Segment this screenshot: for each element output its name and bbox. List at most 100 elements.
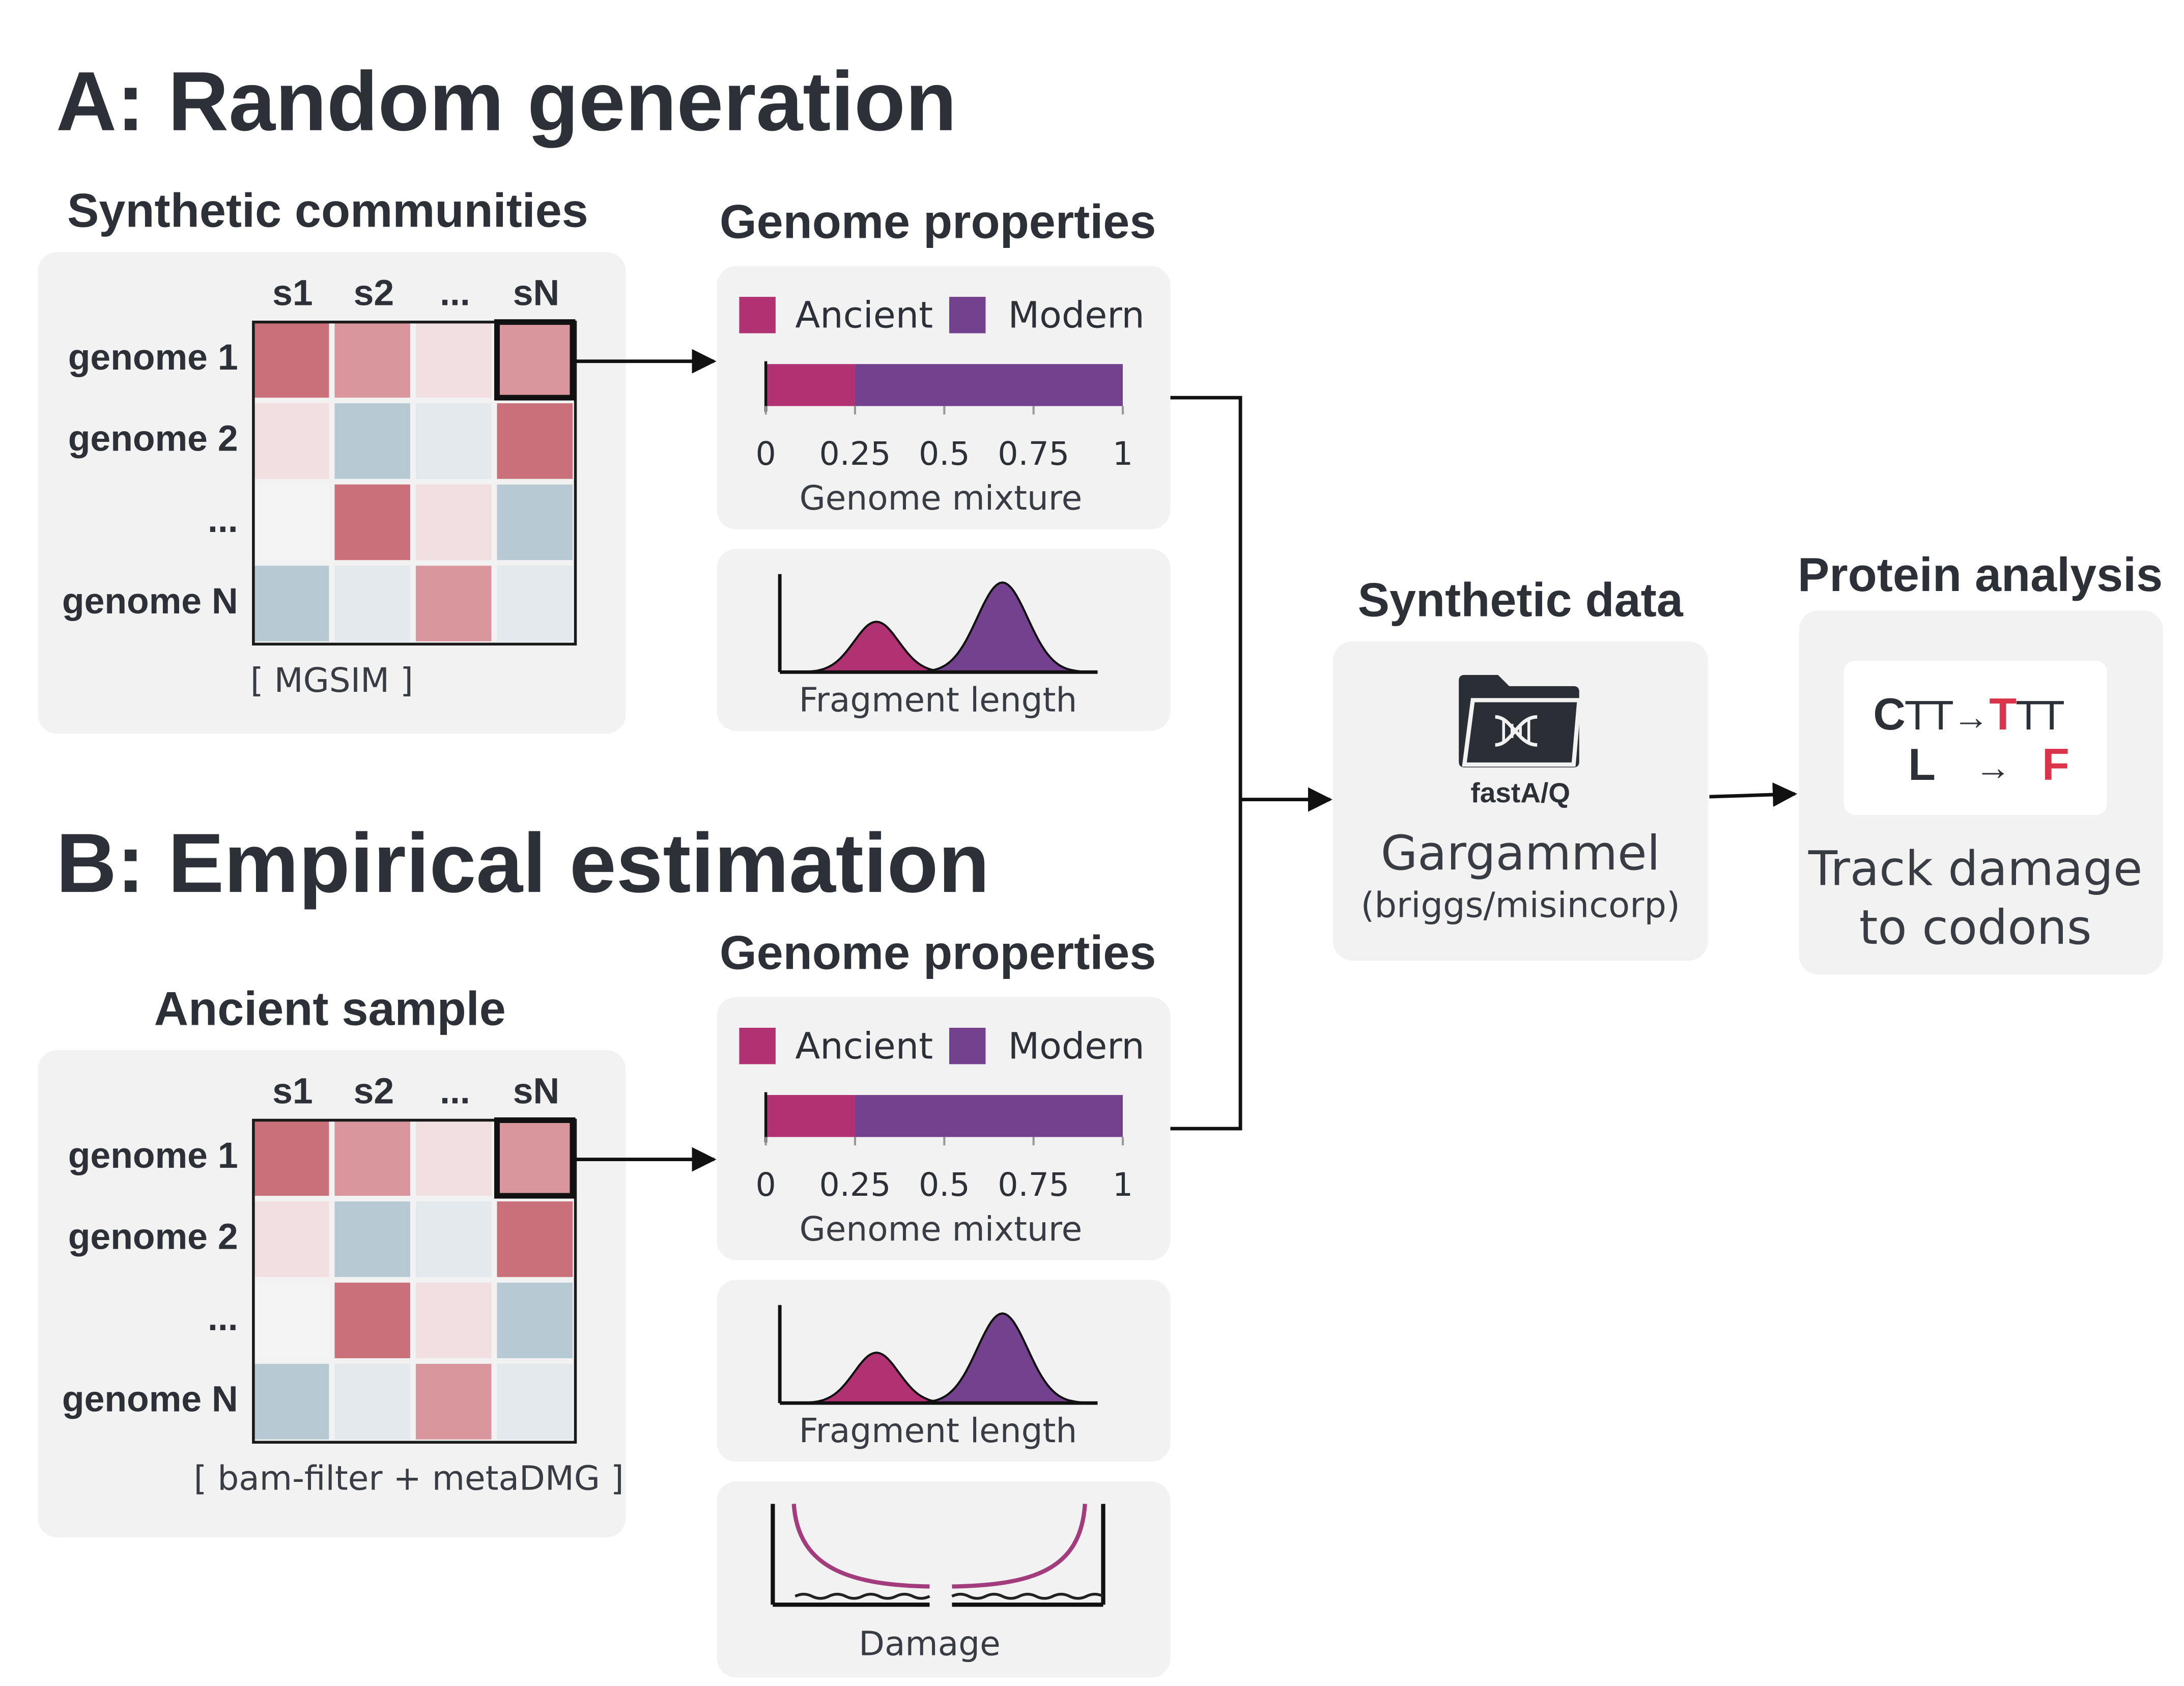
matrix-a-col-label: sN: [513, 271, 560, 314]
damage-panel: [717, 1481, 1171, 1678]
matrix-a-row-label: genome 2: [68, 417, 238, 460]
protein-caption-line2: to codons: [1859, 900, 2092, 957]
mixture-b-bar-modern: [855, 1095, 1123, 1137]
matrix-caption-b: [ bam-filter + metaDMG ]: [193, 1459, 624, 1499]
matrix-a-cell: [415, 484, 492, 560]
fragment-b-xlabel: Fragment length: [799, 1411, 1077, 1450]
synthetic-communities-title: Synthetic communities: [67, 185, 588, 238]
genome-properties-title-b: Genome properties: [719, 926, 1156, 980]
section-a-title: A: Random generation: [56, 54, 957, 149]
matrix-a-frame: [252, 320, 577, 646]
matrix-b-cell: [497, 1120, 573, 1196]
matrix-b-cell: [334, 1364, 410, 1440]
matrix-a-cell: [497, 566, 573, 641]
mixture-a-tick-label: 0.5: [919, 435, 970, 472]
matrix-a-cell: [334, 484, 410, 560]
mixture-b-tick-label: 0.25: [819, 1166, 891, 1203]
ancient-sample-title: Ancient sample: [154, 982, 506, 1036]
mixture-a-tick-label: 0: [755, 435, 776, 472]
aa-from: L: [1908, 739, 1936, 790]
mixture-a-svg: Ancient Modern 0 0.25 0.5 0.75 1 Genome mixture: [739, 294, 1145, 518]
matrix-a-cell: [334, 566, 410, 641]
matrix-b-frame: [252, 1118, 577, 1444]
matrix-a-cell: [253, 322, 329, 398]
matrix-a-cell: [253, 403, 329, 479]
matrix-a-cell: [334, 322, 410, 398]
codon-arrow: →: [1952, 696, 1990, 738]
matrix-a-cell: [334, 403, 410, 479]
matrix-a-cell: [415, 566, 492, 641]
damage-label: Damage: [859, 1624, 1001, 1664]
matrix-b-cell: [497, 1282, 573, 1359]
matrix-a-row-label: genome N: [62, 579, 238, 622]
mixture-a-legend-ancient-label: Ancient: [795, 294, 933, 336]
mixture-a-legend-modern-label: Modern: [1008, 294, 1144, 336]
matrix-a-cell: [253, 484, 329, 560]
damage-chart: [771, 1503, 1105, 1607]
matrix-b-row-label: genome 2: [68, 1215, 238, 1258]
matrix-b-selected-cell-highlight: [494, 1117, 576, 1199]
read-wave-left: [795, 1592, 930, 1600]
matrix-b-col-label: s2: [353, 1070, 394, 1112]
matrix-b-cell: [415, 1201, 492, 1277]
mixture-b-legend-modern-label: Modern: [1008, 1025, 1144, 1067]
mixture-b-tick-label: 0.5: [919, 1166, 970, 1203]
bracket-properties: [1170, 396, 1242, 1131]
tool-name: Gargammel: [1380, 826, 1660, 882]
matrix-caption-a: [ MGSIM ]: [250, 661, 413, 700]
matrix-b-row-label: genome 1: [68, 1134, 238, 1176]
section-b-title: B: Empirical estimation: [56, 816, 990, 910]
tool-model: (briggs/misincorp): [1360, 885, 1680, 926]
mixture-b-legend-ancient-swatch: [739, 1027, 776, 1064]
mixture-b-svg: Ancient Modern 0 0.25 0.5 0.75 1 Genome mixture: [739, 1025, 1145, 1249]
mixture-b-tick-label: 0.75: [998, 1166, 1069, 1203]
matrix-a-row-label: genome 1: [68, 336, 238, 378]
matrix-b-cell: [497, 1201, 573, 1277]
codon-to-rest: TT: [2016, 693, 2064, 740]
matrix-a-cell: [497, 403, 573, 479]
fragment-panel-b: [717, 1280, 1171, 1462]
mixture-b-tick-label: 1: [1113, 1166, 1133, 1203]
mixture-a-legend-ancient-swatch: [739, 297, 776, 333]
matrix-b-cell: [415, 1120, 492, 1196]
matrix-a-row-label: ...: [207, 498, 238, 541]
matrix-a-selected-cell-highlight: [494, 319, 576, 401]
matrix-b-cell: [415, 1282, 492, 1359]
mixture-a-tick-label: 0.75: [998, 435, 1069, 472]
matrix-b-row-label: ...: [207, 1297, 238, 1339]
matrix-a-cell: [497, 484, 573, 560]
mixture-a-xlabel: Genome mixture: [800, 479, 1083, 518]
matrix-b-cell: [415, 1364, 492, 1440]
damage-curve-5prime: [791, 1503, 930, 1589]
fragment-panel-a: [717, 549, 1171, 731]
read-wave-right: [951, 1592, 1104, 1600]
fragment-b-ancient-peak: [797, 1352, 942, 1404]
aa-to: F: [2041, 739, 2069, 790]
amino-acid-change: L → F: [1908, 739, 2069, 791]
matrix-b-row-label: genome N: [62, 1378, 238, 1420]
fragment-b-modern-peak: [925, 1312, 1096, 1404]
aa-arrow: →: [1974, 746, 2011, 789]
mixture-b-bar-ancient: [765, 1095, 855, 1137]
codon-from-prefix: C: [1873, 689, 1906, 740]
fragment-b-svg: Fragment length: [778, 1305, 1098, 1450]
damage-curve-3prime: [952, 1503, 1087, 1589]
matrix-a-col-label: s2: [353, 271, 394, 314]
matrix-b-col-label: sN: [513, 1070, 560, 1112]
mixture-b-tick-label: 0: [755, 1166, 776, 1203]
matrix-b-cell: [497, 1364, 573, 1440]
protein-caption: Track damage to codons: [1799, 840, 2152, 958]
codon-change: CTT→TTT: [1873, 689, 2063, 741]
matrix-a-cell: [253, 566, 329, 641]
fragment-a-ancient-peak: [797, 621, 942, 673]
matrix-b-cell: [253, 1120, 329, 1196]
file-format-label: fastA/Q: [1470, 778, 1571, 809]
fragment-a-xlabel: Fragment length: [799, 680, 1077, 719]
codon-to-changed: T: [1989, 689, 2017, 740]
protein-analysis-title: Protein analysis: [1797, 549, 2163, 602]
genome-properties-title-a: Genome properties: [719, 196, 1156, 249]
folder-dna-icon: [1459, 675, 1582, 768]
mixture-a-bar-ancient: [765, 364, 855, 406]
arrow-to-protein-analysis: [1709, 782, 1798, 807]
